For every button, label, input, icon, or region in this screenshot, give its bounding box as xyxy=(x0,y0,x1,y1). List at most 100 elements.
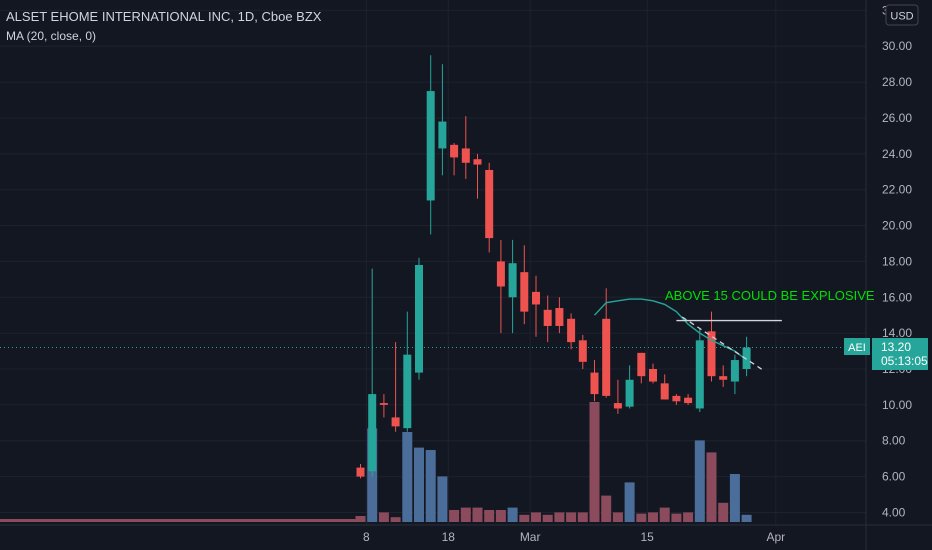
candlesticks[interactable] xyxy=(356,55,751,479)
candle[interactable] xyxy=(485,162,494,253)
volume-bar xyxy=(390,517,401,522)
candle[interactable] xyxy=(461,116,470,179)
volume-bar xyxy=(741,514,752,522)
volume-bar xyxy=(484,510,495,522)
volume-bar xyxy=(566,512,577,522)
volume-bar xyxy=(706,452,717,522)
volume-bar xyxy=(449,510,460,522)
trendline[interactable] xyxy=(681,316,765,372)
candle[interactable] xyxy=(415,257,423,380)
volume-bar xyxy=(437,476,448,522)
volume-bar xyxy=(554,512,565,522)
volume-bar xyxy=(495,510,506,522)
volume-bar xyxy=(601,495,612,522)
candle[interactable] xyxy=(602,288,611,398)
volume-bar xyxy=(460,507,471,522)
x-tick-label: Apr xyxy=(767,530,786,544)
candle[interactable] xyxy=(695,327,704,413)
volume-bar xyxy=(531,512,541,522)
volume-bar xyxy=(683,512,694,522)
y-tick-label: 10.00 xyxy=(882,398,912,412)
volume-bar xyxy=(729,474,740,522)
volume-bar xyxy=(718,502,729,522)
time-axis[interactable]: 8 18 Mar 15 Apr xyxy=(363,530,785,544)
candle[interactable] xyxy=(567,313,576,350)
price-axis[interactable]: 4.006.008.0010.0012.0014.0016.0018.0020.… xyxy=(882,3,912,519)
volume-bar xyxy=(659,507,670,522)
candle[interactable] xyxy=(391,342,400,432)
price-label-ticker: AEI xyxy=(848,342,866,354)
volume-bar xyxy=(648,512,658,522)
candle[interactable] xyxy=(508,239,517,334)
candle[interactable] xyxy=(719,365,728,387)
candle[interactable] xyxy=(496,239,505,334)
y-tick-label: 4.00 xyxy=(882,505,906,519)
y-tick-label: 6.00 xyxy=(882,470,906,484)
candle[interactable] xyxy=(426,55,435,235)
volume-bar xyxy=(589,402,600,522)
candle[interactable] xyxy=(625,365,634,409)
candle[interactable] xyxy=(730,354,739,395)
y-tick-label: 8.00 xyxy=(882,434,906,448)
candle[interactable] xyxy=(473,153,482,199)
candle[interactable] xyxy=(379,394,388,418)
y-tick-label: 18.00 xyxy=(882,254,912,268)
volume-bar xyxy=(402,432,413,522)
y-tick-label: 16.00 xyxy=(882,290,912,304)
ma-indicator-label[interactable]: MA (20, close, 0) xyxy=(6,29,96,43)
candle[interactable] xyxy=(520,245,529,325)
candle[interactable] xyxy=(742,336,751,377)
candle[interactable] xyxy=(707,311,716,382)
x-tick-label: 8 xyxy=(363,530,370,544)
candle[interactable] xyxy=(613,379,622,414)
volume-bar xyxy=(414,447,424,522)
candle[interactable] xyxy=(578,334,587,369)
candle[interactable] xyxy=(660,374,669,400)
currency-button[interactable]: USD xyxy=(885,4,919,26)
currency-label: USD xyxy=(890,11,913,23)
candle[interactable] xyxy=(403,311,412,432)
volume-bar xyxy=(624,482,635,522)
candle[interactable] xyxy=(532,275,540,337)
volume-bar xyxy=(0,519,356,522)
volume-bar xyxy=(577,512,588,522)
volume-bar xyxy=(636,513,647,522)
moving-average-line xyxy=(593,298,748,361)
x-tick-label: 15 xyxy=(640,530,654,544)
volume-bar xyxy=(378,512,389,522)
candle[interactable] xyxy=(590,360,599,402)
candle[interactable] xyxy=(543,295,552,343)
candle[interactable] xyxy=(649,363,657,384)
volume-bar xyxy=(694,440,705,522)
price-label-countdown: 05:13:05 xyxy=(881,354,928,368)
volume-bar xyxy=(472,507,483,522)
y-tick-label: 24.00 xyxy=(882,147,912,161)
candle[interactable] xyxy=(356,464,365,479)
volume-bar xyxy=(355,516,366,522)
volume-bar xyxy=(671,513,682,522)
candle[interactable] xyxy=(637,352,646,384)
x-tick-label: Mar xyxy=(520,530,541,544)
y-tick-label: 14.00 xyxy=(882,326,912,340)
symbol-title[interactable]: ALSET EHOME INTERNATIONAL INC, 1D, Cboe … xyxy=(6,9,322,24)
annotation-text[interactable]: ABOVE 15 COULD BE EXPLOSIVE xyxy=(665,288,875,303)
volume-bar xyxy=(519,514,530,522)
candle[interactable] xyxy=(555,297,564,334)
y-tick-label: 28.00 xyxy=(882,75,912,89)
candle[interactable] xyxy=(684,394,693,405)
y-tick-label: 20.00 xyxy=(882,219,912,233)
volume-bar xyxy=(425,450,436,522)
candle[interactable] xyxy=(368,268,377,477)
candle[interactable] xyxy=(438,64,447,176)
price-label: AEI 13.20 05:13:05 xyxy=(844,338,928,370)
candle[interactable] xyxy=(450,143,459,176)
candle[interactable] xyxy=(672,394,681,405)
y-tick-label: 22.00 xyxy=(882,183,912,197)
price-label-value: 13.20 xyxy=(881,340,911,354)
volume-bar xyxy=(542,514,553,522)
x-tick-label: 18 xyxy=(442,530,456,544)
y-tick-label: 26.00 xyxy=(882,111,912,125)
y-tick-label: 30.00 xyxy=(882,39,912,53)
